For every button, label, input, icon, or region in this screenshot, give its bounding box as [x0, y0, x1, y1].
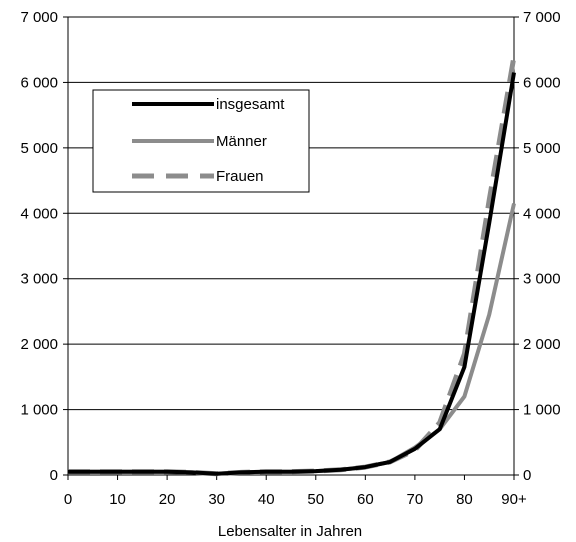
legend-label: insgesamt: [216, 96, 285, 113]
x-tick-label: 50: [307, 491, 324, 508]
y-tick-label-right: 3 000: [523, 271, 561, 288]
x-tick-label: 20: [159, 491, 176, 508]
y-axis-right: 0 1 000 2 000 3 000 4 000 5 000 6 000 7 000: [514, 9, 561, 484]
y-tick-label-left: 1 000: [20, 402, 58, 419]
series-line-maenner: [68, 203, 516, 476]
x-tick-label: 90+: [501, 491, 527, 508]
plot-area-frame: [67, 16, 515, 476]
y-tick-label-left: 7 000: [20, 9, 58, 26]
x-axis: 0 10 20 30 40 50 60 70 80 90+: [64, 475, 527, 508]
y-tick-label-left: 3 000: [20, 271, 58, 288]
x-tick-label: 10: [109, 491, 126, 508]
x-tick-label: 40: [258, 491, 275, 508]
legend: insgesamt Männer Frauen: [92, 89, 310, 193]
y-tick-label-left: 5 000: [20, 140, 58, 157]
y-tick-label-right: 4 000: [523, 205, 561, 222]
y-tick-label-right: 1 000: [523, 402, 561, 419]
y-axis-left: 0 1 000 2 000 3 000 4 000 5 000 6 000 7 000: [20, 9, 68, 484]
y-tick-label-left: 2 000: [20, 336, 58, 353]
x-tick-label: 80: [456, 491, 473, 508]
series-lines: [68, 55, 517, 477]
y-tick-label-right: 2 000: [523, 336, 561, 353]
y-tick-label-left: 0: [50, 467, 58, 484]
y-tick-label-right: 5 000: [523, 140, 561, 157]
legend-label: Männer: [216, 133, 267, 150]
y-tick-label-right: 7 000: [523, 9, 561, 26]
y-tick-label-right: 6 000: [523, 74, 561, 91]
y-tick-label-right: 0: [523, 467, 531, 484]
x-tick-label: 60: [357, 491, 374, 508]
y-tick-label-left: 4 000: [20, 205, 58, 222]
x-tick-label: 70: [407, 491, 424, 508]
x-tick-label: 30: [208, 491, 225, 508]
x-axis-title: Lebensalter in Jahren: [218, 523, 362, 540]
legend-label: Frauen: [216, 168, 264, 185]
y-tick-label-left: 6 000: [20, 74, 58, 91]
series-line-insgesamt: [68, 72, 516, 476]
x-tick-label: 0: [64, 491, 72, 508]
